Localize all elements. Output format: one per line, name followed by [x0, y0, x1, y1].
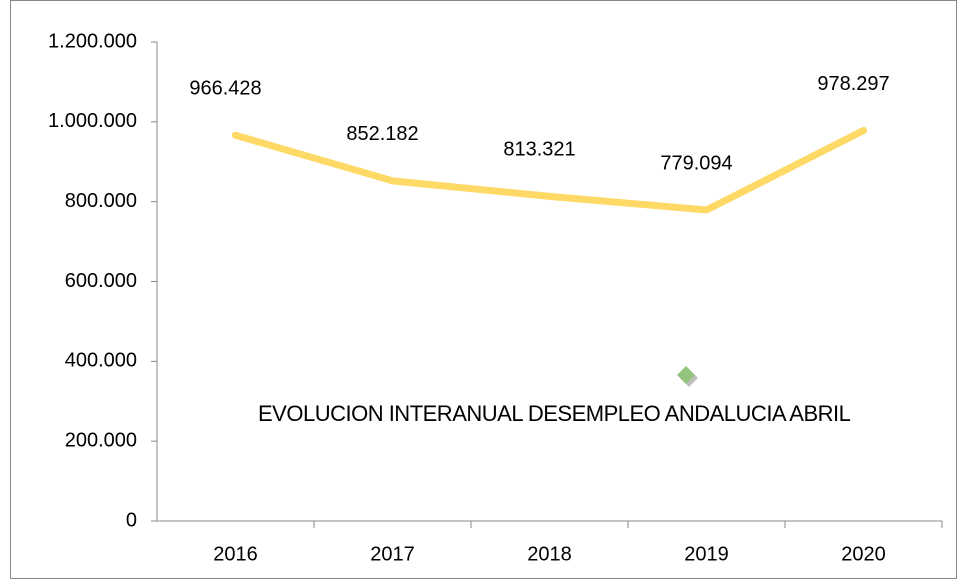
data-label: 966.428 [189, 78, 261, 100]
y-tick-label: 1.200.000 [48, 30, 137, 52]
y-tick-label: 600.000 [65, 270, 137, 292]
x-tick-label: 2018 [527, 543, 572, 565]
data-label: 852.182 [346, 123, 418, 145]
data-line [232, 126, 867, 214]
y-tick-label: 1.000.000 [48, 110, 137, 132]
data-label: 813.321 [503, 139, 575, 161]
y-tick-label: 800.000 [65, 190, 137, 212]
x-tick-label: 2017 [370, 543, 415, 565]
legend-marker [677, 366, 695, 384]
x-tick-label: 2016 [213, 543, 258, 565]
y-tick-label: 400.000 [65, 350, 137, 372]
data-label: 779.094 [660, 152, 732, 174]
data-label: 978.297 [817, 73, 889, 95]
y-tick-label: 200.000 [65, 429, 137, 451]
x-tick-label: 2019 [684, 543, 729, 565]
chart-frame [10, 0, 957, 579]
y-tick-label: 0 [126, 509, 137, 531]
legend-label: EVOLUCION INTERANUAL DESEMPLEO ANDALUCIA… [258, 401, 851, 426]
x-tick-label: 2020 [841, 543, 886, 565]
